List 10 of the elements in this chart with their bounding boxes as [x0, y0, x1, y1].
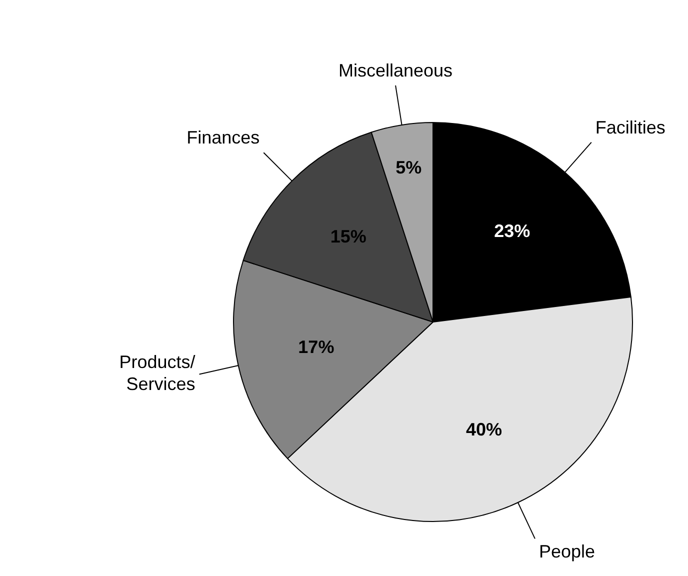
- data-label: 23%: [494, 221, 530, 242]
- slice-label: People: [538, 542, 596, 562]
- slice-label: Finances: [186, 128, 260, 148]
- data-label: 40%: [466, 419, 502, 440]
- data-label: 5%: [396, 157, 422, 178]
- slice-label: Products/ Services: [119, 352, 196, 394]
- slice-label: Facilities: [595, 117, 666, 138]
- slice-label: Miscellaneous: [338, 60, 453, 80]
- data-label: 15%: [330, 226, 366, 246]
- data-label: 17%: [298, 337, 334, 358]
